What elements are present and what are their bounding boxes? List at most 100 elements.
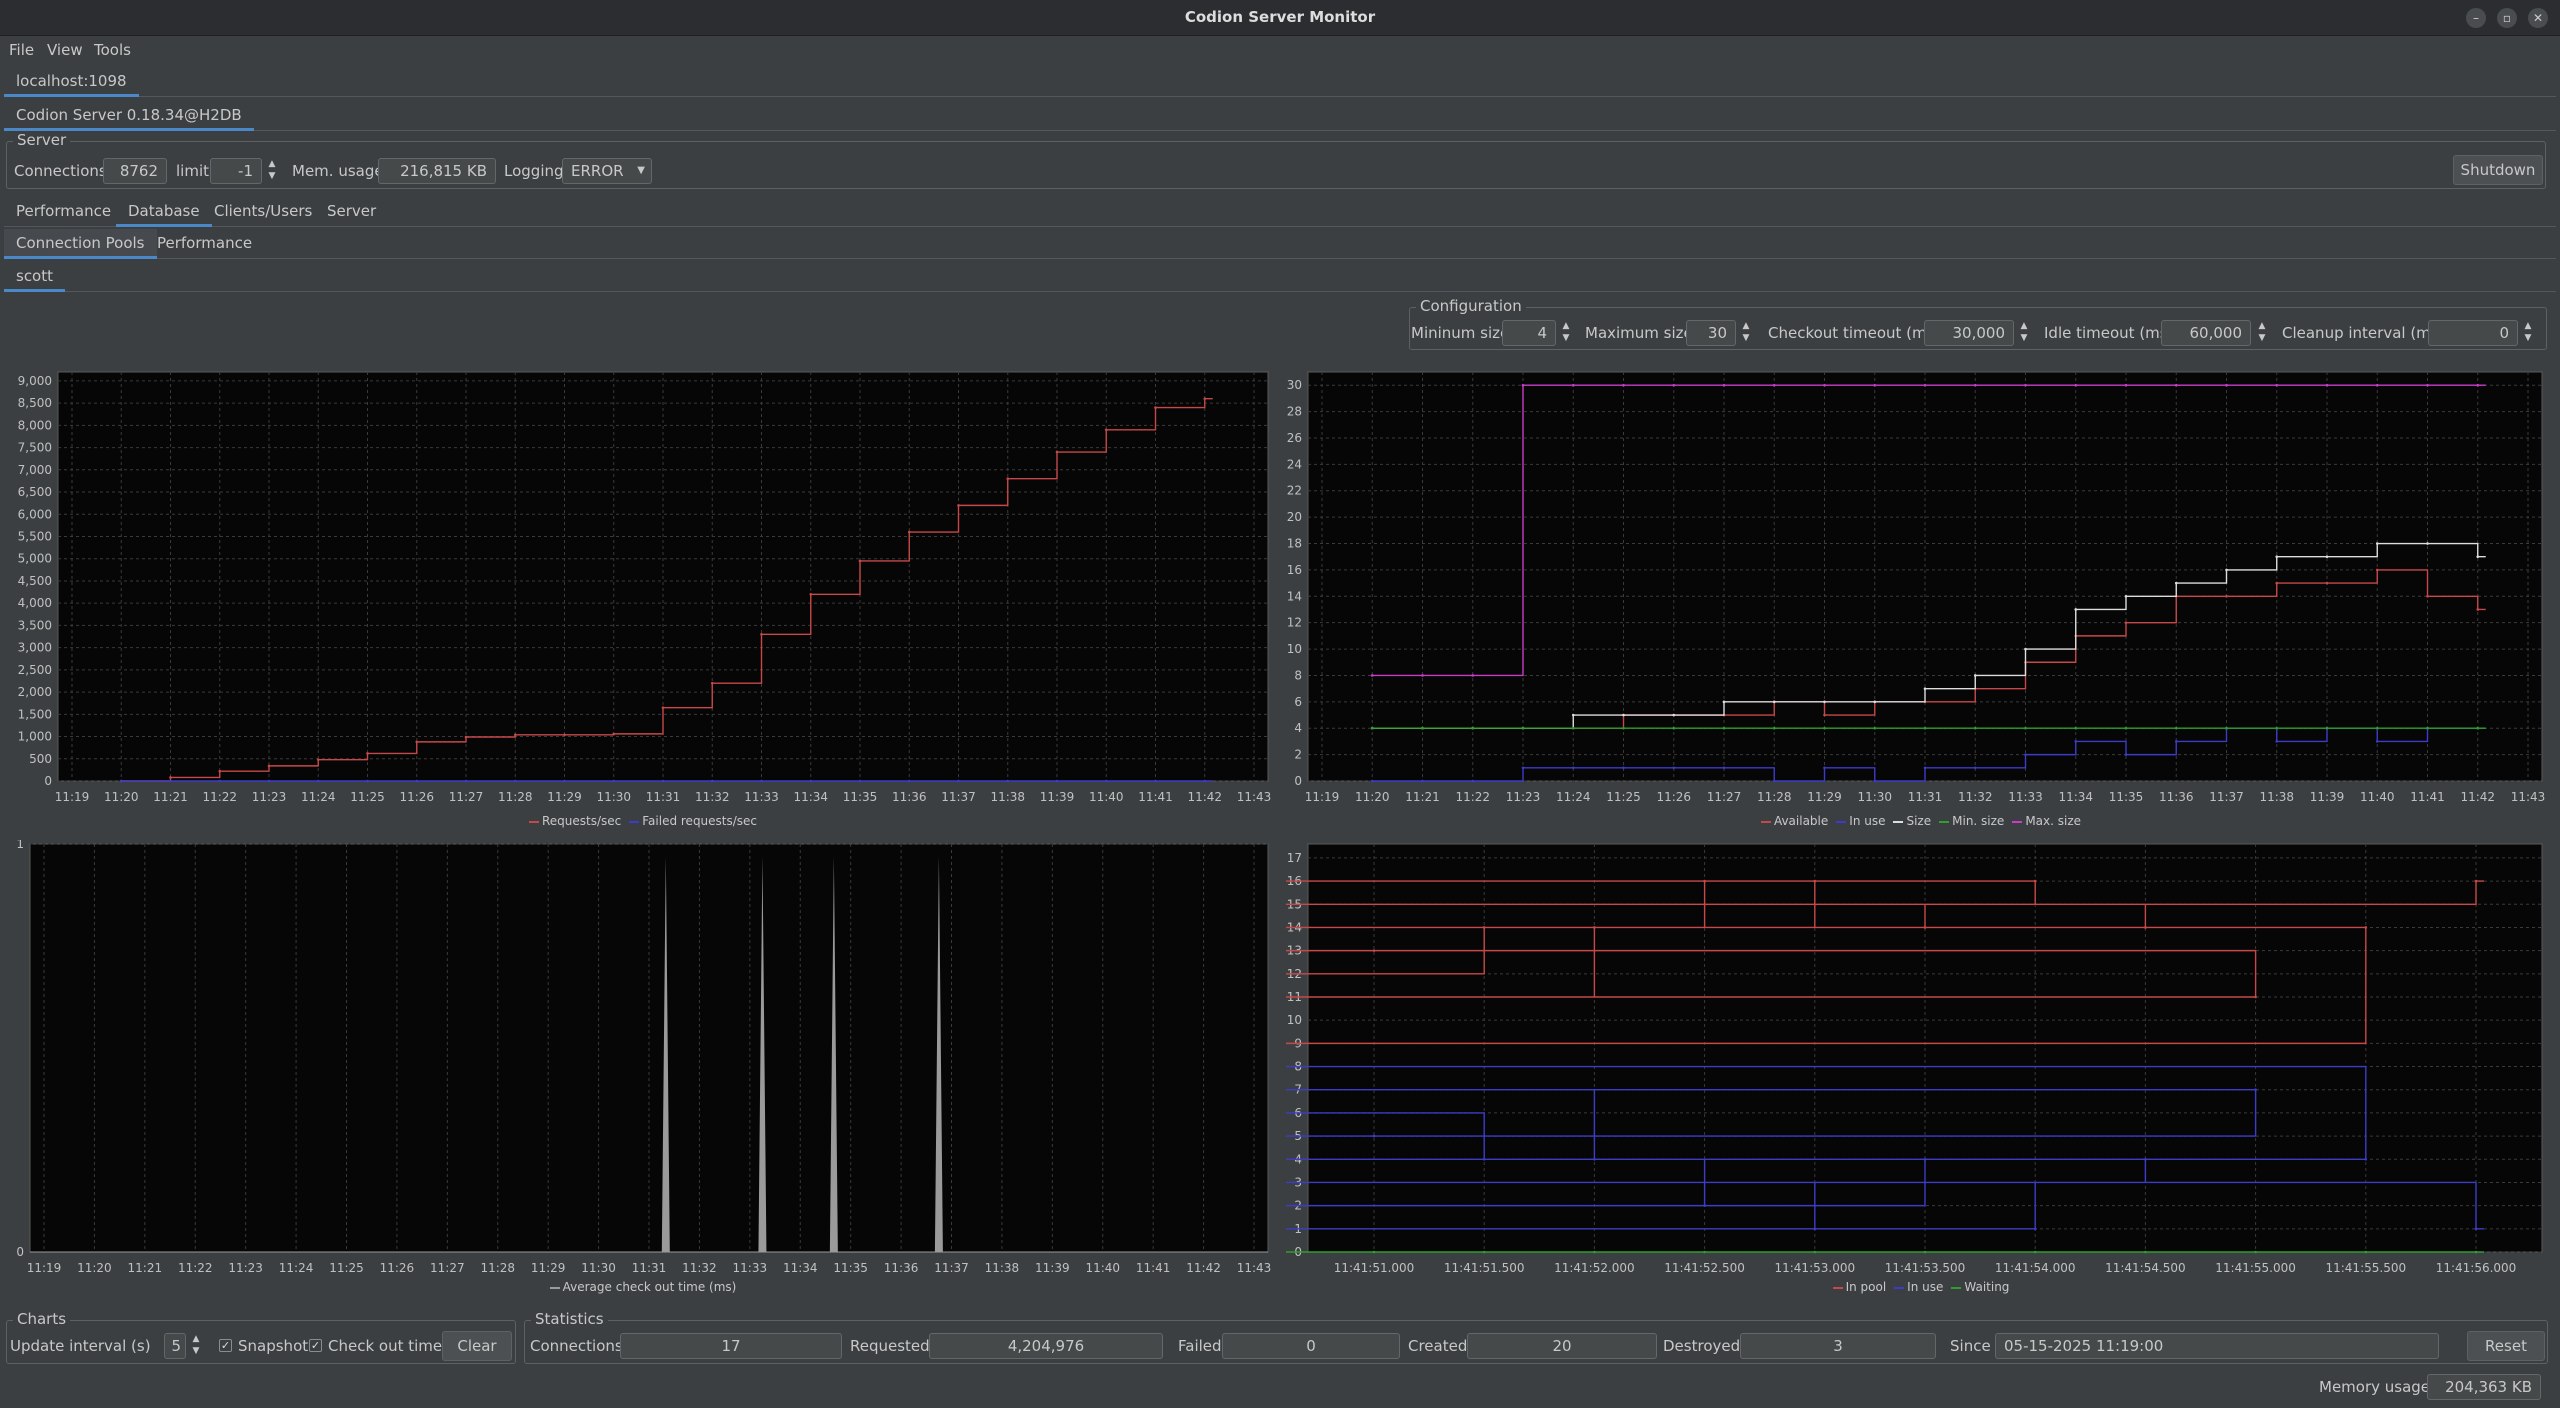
data-point xyxy=(2325,726,2329,730)
x-tick-label: 11:32 xyxy=(1958,790,1993,804)
checkout-timeout-field[interactable]: 30,000 xyxy=(1924,320,2014,346)
mem-usage-label: Mem. usage xyxy=(292,162,384,180)
destroyed-label: Destroyed xyxy=(1663,1337,1741,1355)
x-tick-label: 11:41 xyxy=(2410,790,2445,804)
x-tick-label: 11:20 xyxy=(1355,790,1390,804)
y-tick-label: 4,000 xyxy=(18,596,52,610)
checkout-times-checkbox[interactable]: ✓ xyxy=(309,1339,322,1352)
data-point xyxy=(907,530,911,534)
x-tick-label: 11:32 xyxy=(682,1261,717,1275)
data-point xyxy=(2225,726,2228,730)
tab-pool-scott[interactable]: scott xyxy=(4,262,66,292)
x-tick-label: 11:21 xyxy=(153,790,188,804)
x-tick-label: 11:42 xyxy=(1187,790,1222,804)
x-tick-label: 11:41 xyxy=(1136,1261,1171,1275)
data-point xyxy=(1823,383,1826,387)
x-tick-label: 11:39 xyxy=(1035,1261,1070,1275)
minimize-icon[interactable]: – xyxy=(2466,8,2486,28)
idle-timeout-field[interactable]: 60,000 xyxy=(2161,320,2251,346)
clear-button[interactable]: Clear xyxy=(442,1331,512,1361)
close-icon[interactable]: ✕ xyxy=(2528,8,2548,28)
tab-clients-users[interactable]: Clients/Users xyxy=(214,202,313,220)
tab-host[interactable]: localhost:1098 xyxy=(4,67,139,97)
data-point xyxy=(1571,766,1575,770)
limit-field[interactable]: -1 xyxy=(210,158,262,184)
update-interval-stepper[interactable]: ▲ ▼ xyxy=(192,1334,200,1356)
data-point xyxy=(2476,608,2480,611)
x-tick-label: 11:38 xyxy=(990,790,1025,804)
min-size-stepper[interactable]: ▲ ▼ xyxy=(1562,321,1570,343)
max-size-stepper[interactable]: ▲ ▼ xyxy=(1742,321,1750,343)
legend-label: Requests/sec xyxy=(541,814,622,828)
tab-db-performance[interactable]: Performance xyxy=(157,234,253,252)
tab-connection-pools[interactable]: Connection Pools xyxy=(4,229,157,259)
data-point xyxy=(1370,779,1374,783)
snapshot-checkbox[interactable]: ✓ xyxy=(219,1339,232,1352)
data-point xyxy=(1521,726,1525,730)
max-size-field[interactable]: 30 xyxy=(1686,320,1736,346)
x-tick-label: 11:40 xyxy=(1089,790,1124,804)
data-point xyxy=(513,779,517,783)
data-point xyxy=(1672,383,1676,387)
data-point xyxy=(2474,879,2478,883)
x-tick-label: 11:43 xyxy=(1237,790,1272,804)
update-interval-field[interactable]: 5 xyxy=(164,1333,186,1359)
legend-item: Size xyxy=(1893,814,1931,828)
legend-swatch xyxy=(629,820,640,823)
checkout-spike xyxy=(661,856,670,1252)
requested-label: Requested xyxy=(850,1337,930,1355)
data-point xyxy=(2024,383,2027,387)
data-point xyxy=(2375,568,2379,572)
y-tick-label: 2,500 xyxy=(18,663,52,677)
data-point xyxy=(1006,779,1010,783)
connections-field[interactable]: 8762 xyxy=(103,158,167,184)
min-size-field[interactable]: 4 xyxy=(1502,320,1556,346)
data-point xyxy=(1923,1157,1927,1161)
idle-timeout-stepper[interactable]: ▲ ▼ xyxy=(2258,321,2266,343)
y-tick-label: 2,000 xyxy=(18,685,52,699)
shutdown-button[interactable]: Shutdown xyxy=(2453,155,2543,185)
y-tick-label: 20 xyxy=(1287,510,1302,524)
y-tick-label: 0 xyxy=(44,774,52,788)
x-tick-label: 11:37 xyxy=(934,1261,969,1275)
server-group-label: Server xyxy=(13,131,71,149)
tab-performance[interactable]: Performance xyxy=(16,202,112,220)
x-tick-label: 11:34 xyxy=(793,790,828,804)
y-tick-label: 5,500 xyxy=(18,529,52,543)
checkout-timeout-stepper[interactable]: ▲ ▼ xyxy=(2020,321,2028,343)
limit-stepper[interactable]: ▲ ▼ xyxy=(268,159,276,181)
legend-label: Waiting xyxy=(1964,1280,2010,1294)
cleanup-interval-stepper[interactable]: ▲ ▼ xyxy=(2524,321,2532,343)
x-tick-label: 11:41:54.500 xyxy=(2105,1261,2186,1275)
data-point xyxy=(2225,594,2228,598)
data-point xyxy=(2426,726,2429,730)
cleanup-interval-field[interactable]: 0 xyxy=(2428,320,2518,346)
data-point xyxy=(2275,740,2279,743)
menu-view[interactable]: View xyxy=(47,41,83,59)
cleanup-interval-label: Cleanup interval (ms) xyxy=(2282,324,2445,342)
menu-tools[interactable]: Tools xyxy=(94,41,131,59)
menu-file[interactable]: File xyxy=(9,41,35,59)
data-point xyxy=(169,779,172,783)
tab-database[interactable]: Database xyxy=(116,197,212,227)
tab-server-instance[interactable]: Codion Server 0.18.34@H2DB xyxy=(4,101,254,131)
legend-label: Average check out time (ms) xyxy=(562,1280,737,1294)
legend-swatch xyxy=(1893,820,1904,823)
series-line xyxy=(1286,880,2484,1045)
data-point xyxy=(1672,713,1676,717)
y-tick-label: 7,500 xyxy=(18,441,52,455)
x-tick-label: 11:19 xyxy=(1305,790,1340,804)
pool-snapshot-chart: 11:41:51.000 11:41:51.500 11:41:52.000 11:4… xyxy=(1286,840,2556,1298)
legend-item: In pool xyxy=(1832,1280,1886,1294)
data-point xyxy=(1471,726,1475,730)
server-group: Server xyxy=(6,131,2546,189)
maximize-icon[interactable]: ▫ xyxy=(2497,8,2517,28)
data-point xyxy=(957,504,960,507)
data-point xyxy=(415,740,419,744)
data-point xyxy=(2325,555,2329,559)
logging-select[interactable]: ERROR ▼ xyxy=(562,158,652,184)
reset-button[interactable]: Reset xyxy=(2467,1331,2545,1361)
x-tick-label: 11:28 xyxy=(498,790,533,804)
tab-server[interactable]: Server xyxy=(327,202,377,220)
pool-snapshot-chart-legend: In pool In use Waiting xyxy=(1286,1280,2556,1294)
